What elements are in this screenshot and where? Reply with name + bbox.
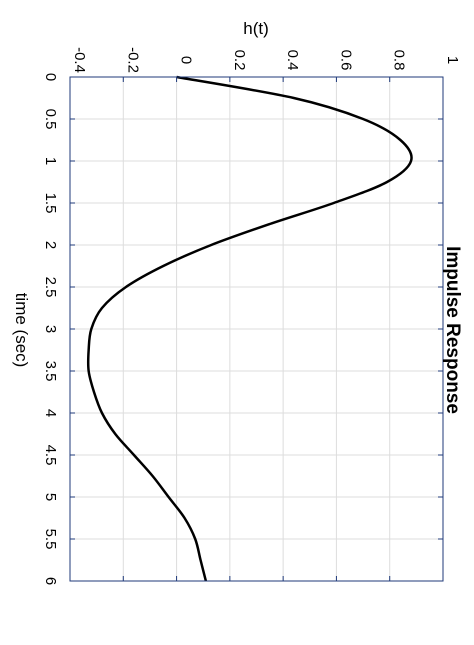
y-tick-label: 0.4: [284, 50, 301, 71]
y-tick-labels: -0.4 -0.2 0 0.2 0.4 0.6 0.8 1: [71, 47, 461, 73]
x-tick-label: 6: [42, 577, 59, 585]
line-layer: [86, 75, 413, 582]
y-tick-label: 0: [178, 56, 195, 64]
x-tick-label: 4: [42, 409, 59, 417]
impulse-response-line: [86, 75, 413, 582]
x-tick-label: 4.5: [42, 445, 59, 466]
x-tick-label: 1: [42, 157, 59, 165]
y-tick-label: -0.2: [124, 47, 141, 73]
x-tick-label: 5.5: [42, 529, 59, 550]
y-axis-label: h(t): [243, 19, 269, 38]
y-tick-label: 0.2: [231, 50, 248, 71]
x-axis-label: time (sec): [12, 293, 31, 368]
grid: [69, 76, 444, 582]
x-tick-label: 2.5: [42, 277, 59, 298]
y-tick-label: 0.6: [337, 50, 354, 71]
chart-title: Impulse Response: [442, 246, 463, 414]
x-tick-label: 0.5: [42, 109, 59, 130]
x-tick-label: 0: [42, 73, 59, 81]
x-tick-label: 3: [42, 325, 59, 333]
x-tick-label: 5: [42, 493, 59, 501]
x-tick-labels: 0 0.5 1 1.5 2 2.5 3 3.5 4 4.5 5 5.5 6: [42, 73, 59, 585]
y-tick-label: 1: [444, 56, 461, 64]
y-tick-label: 0.8: [391, 50, 408, 71]
axes: [69, 76, 444, 582]
y-tick-label: -0.4: [71, 47, 88, 73]
plot-frame: [69, 76, 444, 582]
x-tick-label: 1.5: [42, 193, 59, 214]
x-tick-label: 3.5: [42, 361, 59, 382]
x-tick-label: 2: [42, 241, 59, 249]
